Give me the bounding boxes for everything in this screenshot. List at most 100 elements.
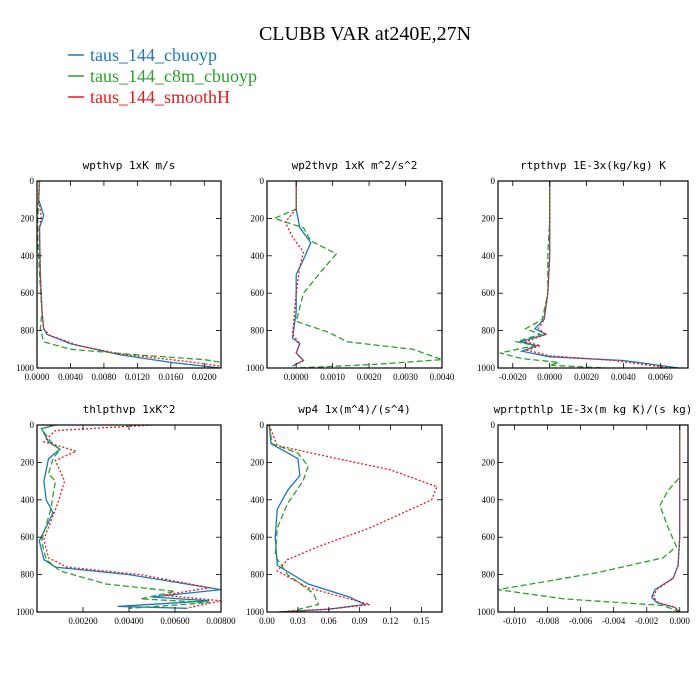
series-line	[284, 181, 305, 367]
x-tick-label: 0.06	[321, 616, 337, 626]
series-group	[272, 181, 442, 368]
x-tick-label: 0.0160	[158, 372, 183, 382]
panel-4: thlpthvp 1xK^2 0 200 400 600 800 1000 0.00200 0.…	[16, 403, 236, 626]
series-line	[38, 425, 221, 609]
legend-label-smoothh: taus_144_smoothH	[90, 87, 230, 107]
series-group	[38, 425, 221, 609]
y-tick-label: 1000	[16, 363, 35, 373]
x-tick-label: 0.0030	[393, 372, 418, 382]
plot-frame	[497, 180, 689, 369]
y-tick-label: 0	[491, 420, 496, 430]
y-tick-label: 600	[251, 288, 265, 298]
series-line	[498, 425, 681, 612]
series-line	[272, 181, 442, 368]
y-tick-label: 400	[21, 495, 35, 505]
series-group	[499, 181, 679, 368]
y-tick-label: 200	[21, 213, 35, 223]
x-tick-label: 0.00400	[114, 616, 144, 626]
y-tick-label: 800	[251, 326, 265, 336]
series-line	[268, 425, 320, 612]
x-tick-label: 0.0000	[25, 372, 50, 382]
x-tick-label: 0.03	[290, 616, 306, 626]
x-tick-label: 0.0000	[284, 372, 309, 382]
x-tick-label: 0.0000	[537, 372, 562, 382]
plot-frame	[266, 180, 443, 369]
figure-title: CLUBB VAR at240E,27N	[259, 23, 471, 45]
y-tick-label: 1000	[477, 607, 496, 617]
plot-frame	[36, 180, 222, 369]
x-tick-label: -0.006	[569, 616, 593, 626]
y-tick-label: 1000	[246, 607, 265, 617]
x-tick-label: 0.0200	[192, 372, 217, 382]
panel-2: wp2thvp 1xK m^2/s^2 0 200 400 600 800 1000 0.00…	[246, 159, 455, 382]
x-tick-label: 0.00200	[68, 616, 98, 626]
y-tick-label: 400	[251, 495, 265, 505]
x-tick-label: 0.0020	[357, 372, 382, 382]
series-line	[38, 181, 221, 368]
series-group	[498, 425, 681, 612]
legend-label-c8m-cbuoyp: taus_144_c8m_cbuoyp	[90, 66, 257, 86]
panel-title: wprtpthlp 1E-3x(m kg K)/(s kg)	[494, 403, 693, 416]
y-tick-label: 400	[251, 251, 265, 261]
x-tick-label: 0.0010	[320, 372, 345, 382]
x-tick-label: -0.002	[635, 616, 658, 626]
y-tick-label: 200	[251, 457, 265, 467]
legend-label-cbuoyp: taus_144_cbuoyp	[90, 45, 217, 65]
y-tick-label: 800	[21, 570, 35, 580]
x-tick-label: -0.010	[503, 616, 527, 626]
y-tick-label: 0	[260, 420, 265, 430]
plot-frame	[266, 424, 443, 613]
series-line	[523, 181, 670, 368]
y-tick-label: 800	[251, 570, 265, 580]
y-tick-label: 0	[30, 420, 35, 430]
series-line	[499, 181, 606, 368]
x-tick-label: 0.0040	[430, 372, 455, 382]
y-tick-label: 600	[482, 288, 496, 298]
series-line	[40, 425, 210, 609]
y-tick-label: 600	[21, 532, 35, 542]
x-tick-label: -0.0020	[499, 372, 527, 382]
legend: taus_144_cbuoyp taus_144_c8m_cbuoyp taus…	[68, 45, 257, 107]
y-tick-label: 200	[482, 457, 496, 467]
x-tick-label: 0.0020	[574, 372, 599, 382]
x-tick-label: 0.12	[383, 616, 399, 626]
y-tick-label: 1000	[246, 363, 265, 373]
x-tick-label: 0.09	[352, 616, 368, 626]
plot-frame	[36, 424, 222, 613]
y-tick-label: 400	[482, 251, 496, 261]
series-line	[652, 425, 681, 612]
series-line	[650, 425, 681, 612]
plot-frame	[497, 424, 689, 613]
series-line	[517, 181, 679, 368]
x-tick-label: 0.00	[259, 616, 275, 626]
x-tick-label: 0.15	[414, 616, 430, 626]
series-group	[37, 181, 221, 368]
panel-6: wprtpthlp 1E-3x(m kg K)/(s kg) 0 200 400 600…	[477, 403, 692, 626]
y-tick-label: 0	[260, 176, 265, 186]
y-tick-label: 200	[482, 213, 496, 223]
panel-3: rtpthvp 1E-3x(kg/kg) K 0 200 400 600 800 1000-…	[477, 159, 689, 382]
y-tick-label: 0	[30, 176, 35, 186]
x-tick-label: 0.0080	[92, 372, 117, 382]
x-tick-label: 0.00600	[160, 616, 190, 626]
x-tick-label: 0.0120	[125, 372, 150, 382]
series-line	[268, 425, 368, 612]
y-tick-label: 600	[21, 288, 35, 298]
y-tick-label: 800	[482, 326, 496, 336]
y-tick-label: 800	[482, 570, 496, 580]
y-tick-label: 800	[21, 326, 35, 336]
y-tick-label: 600	[482, 532, 496, 542]
y-tick-label: 200	[251, 213, 265, 223]
panel-title: wpthvp 1xK m/s	[83, 159, 176, 172]
panel-title: thlpthvp 1xK^2	[83, 403, 176, 416]
series-line	[268, 425, 438, 612]
y-tick-label: 400	[21, 251, 35, 261]
series-group	[268, 425, 438, 612]
x-tick-label: -0.004	[602, 616, 626, 626]
series-line	[37, 181, 221, 364]
x-tick-label: 0.0040	[58, 372, 83, 382]
panel-title: wp4 1x(m^4)/(s^4)	[298, 403, 411, 416]
